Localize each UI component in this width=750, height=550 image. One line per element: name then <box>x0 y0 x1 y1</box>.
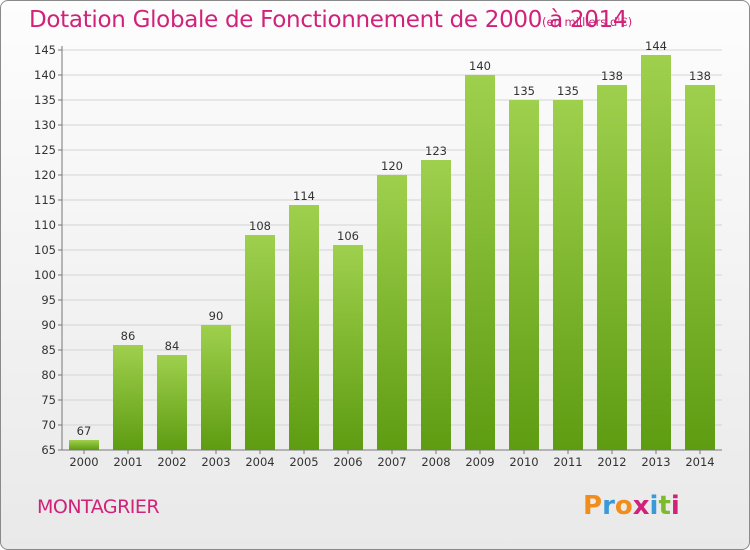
logo-letter: P <box>583 491 603 521</box>
y-tick-label: 100 <box>34 268 56 282</box>
data-label: 106 <box>337 229 359 243</box>
bar <box>157 355 187 450</box>
data-label: 90 <box>209 309 224 323</box>
commune-name: MONTAGRIER <box>37 496 160 518</box>
bar <box>685 85 715 450</box>
chart-subtitle: (en milliers d'€) <box>542 15 633 29</box>
y-tick-label: 65 <box>41 443 56 457</box>
y-tick-label: 140 <box>34 68 56 82</box>
logo-letter: o <box>614 491 633 521</box>
y-tick-label: 80 <box>41 368 56 382</box>
bar <box>69 440 99 450</box>
x-tick-label: 2010 <box>509 455 538 469</box>
data-label: 84 <box>165 339 180 353</box>
data-label: 135 <box>557 84 579 98</box>
y-tick-label: 125 <box>34 143 56 157</box>
data-label: 140 <box>469 59 491 73</box>
data-label: 144 <box>645 39 667 53</box>
y-tick-label: 75 <box>41 393 56 407</box>
y-tick-label: 110 <box>34 218 56 232</box>
y-tick-label: 145 <box>34 43 56 57</box>
y-tick-label: 85 <box>41 343 56 357</box>
y-tick-label: 115 <box>34 193 56 207</box>
bar <box>377 175 407 450</box>
bar <box>333 245 363 450</box>
data-label: 114 <box>293 189 315 203</box>
y-tick-label: 120 <box>34 168 56 182</box>
x-tick-label: 2006 <box>333 455 362 469</box>
bar <box>289 205 319 450</box>
x-tick-label: 2001 <box>113 455 142 469</box>
y-tick-label: 70 <box>41 418 56 432</box>
axes: 65 70 75 80 85 90 95 100 105 110 115 120 125 130 135 14… <box>34 43 722 469</box>
bar <box>465 75 495 450</box>
data-label: 138 <box>689 69 711 83</box>
data-label: 138 <box>601 69 623 83</box>
x-tick-label: 2013 <box>641 455 670 469</box>
logo-letter: r <box>602 491 615 521</box>
bar <box>641 55 671 450</box>
data-label: 86 <box>121 329 136 343</box>
data-label: 123 <box>425 144 447 158</box>
bar <box>245 235 275 450</box>
logo-letter: i <box>649 491 659 521</box>
x-tick-label: 2014 <box>685 455 714 469</box>
data-label: 108 <box>249 219 271 233</box>
x-tick-label: 2009 <box>465 455 494 469</box>
proxiti-logo: Proxiti <box>583 491 680 521</box>
x-tick-label: 2008 <box>421 455 450 469</box>
y-tick-label: 135 <box>34 93 56 107</box>
y-tick-label: 95 <box>41 293 56 307</box>
bars: 67 86 84 90 108 114 106 120 123 140 135 135 138 144 13… <box>69 39 715 450</box>
x-tick-label: 2007 <box>377 455 406 469</box>
y-tick-label: 130 <box>34 118 56 132</box>
data-label: 135 <box>513 84 535 98</box>
chart-title: Dotation Globale de Fonctionnement de 20… <box>29 7 628 33</box>
bar <box>597 85 627 450</box>
logo-letter: i <box>670 491 680 521</box>
x-tick-label: 2011 <box>553 455 582 469</box>
x-tick-label: 2000 <box>69 455 98 469</box>
bar <box>201 325 231 450</box>
bar <box>421 160 451 450</box>
logo-letter: t <box>658 491 671 521</box>
data-label: 67 <box>77 424 92 438</box>
x-tick-label: 2004 <box>245 455 274 469</box>
bar <box>553 100 583 450</box>
x-tick-label: 2002 <box>157 455 186 469</box>
logo-letter: x <box>632 491 650 521</box>
y-tick-label: 90 <box>41 318 56 332</box>
x-tick-label: 2005 <box>289 455 318 469</box>
data-label: 120 <box>381 159 403 173</box>
bar <box>509 100 539 450</box>
bar <box>113 345 143 450</box>
x-tick-label: 2012 <box>597 455 626 469</box>
x-tick-label: 2003 <box>201 455 230 469</box>
y-tick-label: 105 <box>34 243 56 257</box>
